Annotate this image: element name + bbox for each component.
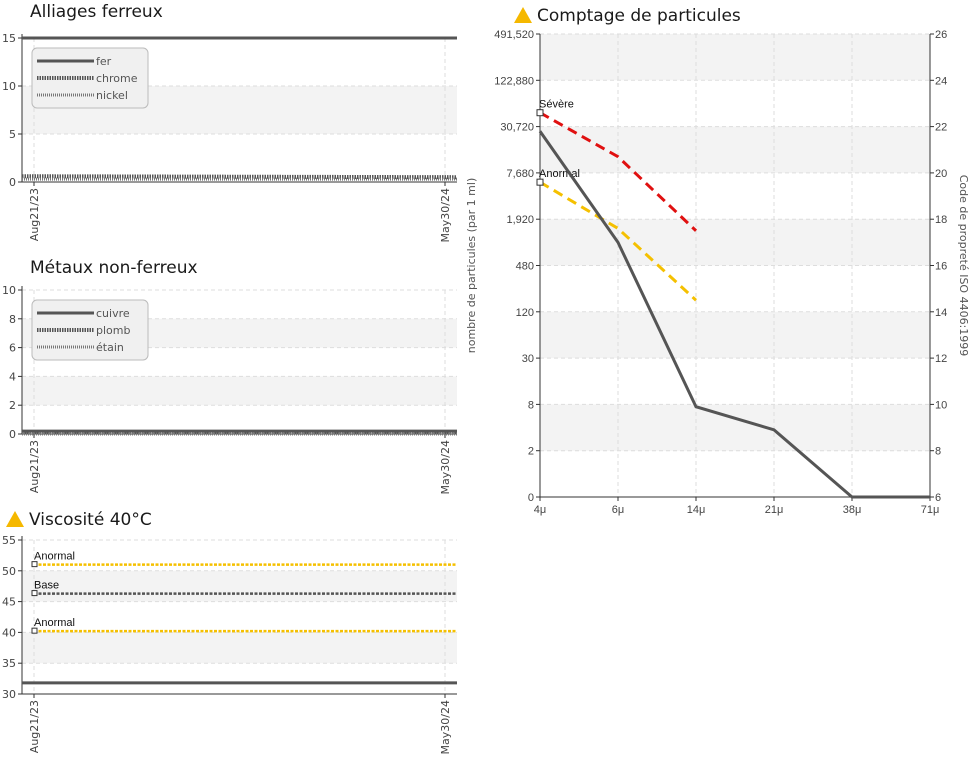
series-line bbox=[21, 174, 458, 180]
x-tick-label: 71μ bbox=[921, 504, 940, 516]
limit-label: Anormal bbox=[34, 551, 75, 563]
ferrous-title: Alliages ferreux bbox=[30, 2, 163, 22]
grid-band bbox=[22, 632, 457, 664]
grid-band bbox=[540, 311, 930, 359]
y2-tick-label: 6 bbox=[935, 492, 941, 504]
y-tick-label: 0 bbox=[9, 428, 16, 441]
series-line bbox=[538, 130, 930, 499]
x-tick-label: May30/24 bbox=[439, 440, 452, 494]
legend-label: étain bbox=[96, 341, 124, 354]
grid-band bbox=[540, 34, 930, 81]
y-tick-label: 0 bbox=[9, 176, 16, 189]
y-tick-label: 6 bbox=[9, 342, 16, 355]
y-tick-label: 7,680 bbox=[506, 168, 534, 180]
legend-label: nickel bbox=[96, 89, 128, 102]
y-tick-label: 55 bbox=[2, 534, 16, 547]
limit-label: Sévère bbox=[539, 99, 574, 111]
x-tick-label: Aug21/23 bbox=[28, 188, 41, 241]
nonferrous-metals-chart: 0 2 4 6 8 10 Aug21/23 May30/24 cuivre plomb étain bbox=[2, 284, 457, 494]
y2-tick-label: 12 bbox=[935, 353, 947, 365]
x-tick-label: 21μ bbox=[765, 504, 784, 516]
warning-icon bbox=[6, 511, 24, 527]
y-axis-title: nombre de particules (par 1 ml) bbox=[465, 178, 478, 353]
x-tick-label: May30/24 bbox=[439, 188, 452, 242]
y-tick-label: 480 bbox=[516, 261, 534, 273]
y2-tick-label: 16 bbox=[935, 261, 947, 273]
y2-tick-label: 8 bbox=[935, 446, 941, 458]
limit-line bbox=[539, 180, 698, 302]
y2-tick-label: 10 bbox=[935, 399, 947, 411]
limit-label: Anormal bbox=[34, 617, 75, 629]
y-tick-label: 491,520 bbox=[494, 29, 534, 41]
grid-band bbox=[22, 570, 457, 602]
limit-marker bbox=[31, 561, 38, 568]
grid-band bbox=[22, 376, 457, 406]
y-tick-label: 30 bbox=[522, 353, 534, 365]
y-tick-label: 35 bbox=[2, 657, 16, 670]
y-tick-label: 30,720 bbox=[500, 122, 534, 134]
limit-marker bbox=[31, 627, 38, 634]
y2-tick-label: 14 bbox=[935, 307, 947, 319]
limit-marker bbox=[31, 590, 38, 597]
grid-band bbox=[540, 219, 930, 266]
x-tick-label: 38μ bbox=[843, 504, 862, 516]
ferrous-alloys-chart: 0 5 10 15 Aug21/23 May30/24 fer chrome nickel bbox=[2, 32, 458, 242]
warning-icon bbox=[514, 7, 532, 23]
legend-label: chrome bbox=[96, 72, 138, 85]
legend-label: fer bbox=[96, 55, 112, 68]
legend-label: cuivre bbox=[96, 307, 130, 320]
x-tick-label: Aug21/23 bbox=[28, 700, 41, 753]
particles-title: Comptage de particules bbox=[514, 6, 741, 26]
grid-band bbox=[540, 404, 930, 451]
y-tick-label: 15 bbox=[2, 32, 16, 45]
nonferrous-title: Métaux non-ferreux bbox=[30, 258, 198, 278]
viscosity-chart: 30 35 40 45 50 55 Aug21/23 May30/24 Anormal Base A… bbox=[2, 534, 457, 754]
grid-band bbox=[540, 126, 930, 173]
y-tick-label: 8 bbox=[528, 399, 534, 411]
y2-tick-label: 20 bbox=[935, 168, 947, 180]
y-tick-label: 45 bbox=[2, 596, 16, 609]
y-tick-label: 122,880 bbox=[494, 75, 534, 87]
y-tick-label: 0 bbox=[528, 492, 534, 504]
x-tick-label: 6μ bbox=[612, 504, 624, 516]
x-tick-label: May30/24 bbox=[439, 700, 452, 754]
legend-label: plomb bbox=[96, 324, 130, 337]
y2-tick-label: 18 bbox=[935, 214, 947, 226]
limit-label: Base bbox=[34, 580, 59, 592]
y2-tick-label: 24 bbox=[935, 75, 947, 87]
y2-tick-label: 22 bbox=[935, 122, 947, 134]
y2-axis-title: Code de propreté ISO 4406:1999 bbox=[957, 175, 970, 357]
limit-marker bbox=[536, 109, 544, 117]
particle-count-chart: 0 6 2 8 8 10 30 12 120 14 480 16 1,920 18 7,680 20 30,72… bbox=[465, 29, 970, 516]
y-tick-label: 5 bbox=[9, 128, 16, 141]
x-tick-label: 4μ bbox=[534, 504, 546, 516]
y-tick-label: 2 bbox=[528, 446, 534, 458]
viscosity-title: Viscosité 40°C bbox=[6, 510, 152, 530]
limit-line bbox=[539, 111, 698, 232]
y-tick-label: 10 bbox=[2, 80, 16, 93]
y-tick-label: 10 bbox=[2, 284, 16, 297]
x-tick-label: Aug21/23 bbox=[28, 440, 41, 493]
limit-marker bbox=[536, 178, 544, 186]
y2-tick-label: 26 bbox=[935, 29, 947, 41]
y-tick-label: 120 bbox=[516, 307, 534, 319]
x-tick-label: 14μ bbox=[687, 504, 706, 516]
y-tick-label: 8 bbox=[9, 313, 16, 326]
y-tick-label: 30 bbox=[2, 688, 16, 701]
y-tick-label: 1,920 bbox=[506, 214, 534, 226]
y-tick-label: 40 bbox=[2, 626, 16, 639]
y-tick-label: 4 bbox=[9, 370, 16, 383]
y-tick-label: 2 bbox=[9, 399, 16, 412]
y-tick-label: 50 bbox=[2, 565, 16, 578]
